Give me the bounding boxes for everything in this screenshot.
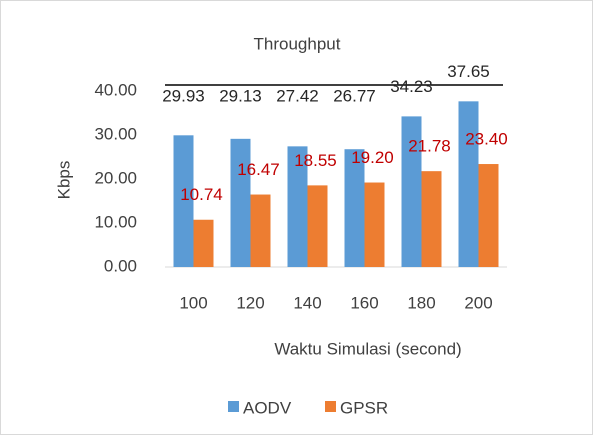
legend-label: GPSR	[340, 398, 388, 417]
y-tick-label: 10.00	[94, 212, 137, 231]
data-label: 29.93	[162, 87, 205, 106]
data-label: 18.55	[294, 151, 337, 170]
legend-swatch	[228, 401, 239, 412]
y-tick-label: 40.00	[94, 80, 137, 99]
bar	[287, 146, 308, 267]
data-label: 37.65	[447, 62, 490, 81]
data-label: 29.13	[219, 87, 262, 106]
legend-label: AODV	[243, 398, 292, 417]
data-label: 21.78	[408, 137, 451, 156]
data-label: 27.42	[276, 87, 319, 106]
data-label: 23.40	[465, 130, 508, 149]
x-tick-label: 120	[236, 293, 264, 312]
data-label: 26.77	[333, 87, 376, 106]
data-label: 34.23	[390, 77, 433, 96]
bar	[250, 194, 271, 267]
bar	[230, 138, 251, 267]
x-tick-label: 160	[350, 293, 378, 312]
data-label: 19.20	[351, 148, 394, 167]
x-tick-label: 140	[293, 293, 321, 312]
legend-swatch	[325, 401, 336, 412]
bar	[173, 135, 194, 267]
bar	[193, 219, 214, 267]
bar	[478, 164, 499, 267]
y-tick-label: 0.00	[104, 256, 137, 275]
data-label: 16.47	[237, 160, 280, 179]
y-tick-label: 20.00	[94, 168, 137, 187]
chart-title: Throughput	[254, 34, 341, 53]
bar	[344, 149, 365, 267]
x-tick-label: 200	[464, 293, 492, 312]
bar	[401, 116, 422, 267]
y-axis-title: Kbps	[54, 161, 73, 200]
bar	[364, 182, 385, 267]
y-tick-label: 30.00	[94, 124, 137, 143]
x-tick-label: 100	[179, 293, 207, 312]
bar	[458, 101, 479, 267]
x-tick-label: 180	[407, 293, 435, 312]
bar	[421, 171, 442, 267]
data-label: 10.74	[180, 185, 223, 204]
x-axis-title: Waktu Simulasi (second)	[274, 339, 461, 358]
bar	[307, 185, 328, 267]
